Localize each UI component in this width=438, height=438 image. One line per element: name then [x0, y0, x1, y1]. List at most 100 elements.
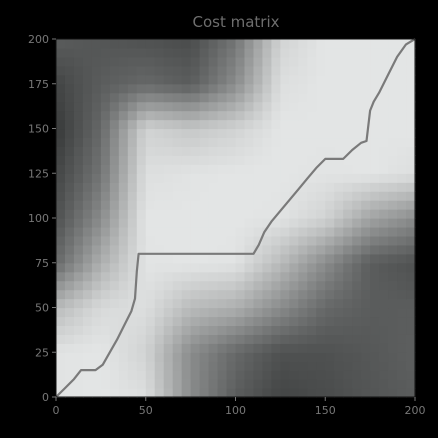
- heatmap-cell: [163, 110, 174, 121]
- heatmap-cell: [397, 244, 407, 255]
- heatmap-cell: [388, 271, 398, 282]
- heatmap-cell: [289, 110, 299, 121]
- heatmap-cell: [325, 218, 335, 228]
- heatmap-cell: [127, 388, 138, 398]
- heatmap-cell: [190, 74, 201, 85]
- heatmap-cell: [136, 298, 147, 309]
- heatmap-cell: [379, 128, 389, 139]
- heatmap-cell: [163, 128, 174, 139]
- heatmap-cell: [352, 65, 362, 76]
- heatmap-cell: [406, 235, 416, 246]
- heatmap-cell: [91, 83, 102, 94]
- heatmap-cell: [64, 262, 75, 273]
- heatmap-cell: [172, 298, 183, 309]
- heatmap-cell: [334, 325, 344, 335]
- heatmap-cell: [307, 298, 317, 309]
- heatmap-cell: [388, 307, 398, 318]
- heatmap-cell: [199, 65, 210, 76]
- heatmap-cell: [199, 280, 210, 291]
- heatmap-cell: [163, 370, 174, 380]
- heatmap-cell: [325, 128, 335, 139]
- heatmap-cell: [127, 262, 138, 273]
- heatmap-cell: [253, 262, 264, 273]
- heatmap-cell: [406, 110, 416, 121]
- heatmap-cell: [91, 388, 102, 398]
- heatmap-cell: [298, 370, 308, 380]
- heatmap-cell: [136, 334, 147, 344]
- heatmap-cell: [208, 110, 219, 121]
- heatmap-cell: [118, 316, 129, 326]
- heatmap-cell: [199, 191, 210, 201]
- heatmap-cell: [280, 173, 290, 183]
- heatmap-cell: [217, 298, 228, 309]
- heatmap-cell: [82, 173, 93, 183]
- heatmap-cell: [136, 370, 147, 380]
- heatmap-cell: [361, 146, 371, 156]
- heatmap-cell: [145, 280, 156, 291]
- heatmap-cell: [262, 110, 272, 121]
- heatmap-cell: [208, 47, 219, 58]
- heatmap-cell: [370, 271, 380, 282]
- heatmap-cell: [56, 39, 66, 49]
- heatmap-cell: [91, 146, 102, 156]
- heatmap-cell: [262, 137, 272, 147]
- heatmap-cell: [352, 307, 362, 318]
- heatmap-cell: [244, 289, 255, 300]
- heatmap-cell: [379, 316, 389, 326]
- heatmap-cell: [406, 182, 416, 192]
- heatmap-cell: [190, 65, 201, 76]
- heatmap-cell: [208, 74, 219, 85]
- heatmap-cell: [271, 334, 281, 344]
- heatmap-cell: [208, 191, 219, 201]
- heatmap-cell: [316, 155, 326, 165]
- heatmap-cell: [406, 325, 416, 335]
- heatmap-cell: [235, 137, 246, 147]
- heatmap-cell: [316, 74, 326, 85]
- heatmap-cell: [379, 379, 389, 389]
- heatmap-cell: [145, 56, 156, 67]
- heatmap-cell: [334, 262, 344, 273]
- heatmap-cell: [307, 209, 317, 219]
- heatmap-cell: [253, 271, 264, 282]
- heatmap-cell: [271, 164, 281, 174]
- heatmap-cell: [172, 200, 183, 210]
- heatmap-cell: [343, 47, 353, 58]
- heatmap-cell: [397, 101, 407, 112]
- heatmap-cell: [217, 146, 228, 156]
- heatmap-cell: [370, 146, 380, 156]
- heatmap-cell: [163, 352, 174, 362]
- heatmap-cell: [82, 244, 93, 255]
- heatmap-cell: [406, 200, 416, 210]
- heatmap-cell: [388, 253, 398, 264]
- heatmap-cell: [56, 253, 66, 264]
- heatmap-cell: [298, 352, 308, 362]
- heatmap-cell: [163, 173, 174, 183]
- heatmap-cell: [244, 253, 255, 264]
- heatmap-cell: [208, 298, 219, 309]
- heatmap-cell: [361, 182, 371, 192]
- heatmap-cell: [82, 101, 93, 112]
- heatmap-cell: [388, 209, 398, 219]
- heatmap-cell: [298, 128, 308, 139]
- heatmap-cell: [217, 110, 228, 121]
- heatmap-cell: [379, 226, 389, 237]
- heatmap-cell: [154, 316, 165, 326]
- heatmap-cell: [199, 325, 210, 335]
- heatmap-cell: [226, 92, 237, 103]
- heatmap-cell: [271, 119, 281, 130]
- heatmap-cell: [109, 262, 120, 273]
- heatmap-cell: [325, 182, 335, 192]
- heatmap-cell: [154, 388, 165, 398]
- heatmap-cell: [100, 119, 111, 130]
- heatmap-cell: [271, 235, 281, 246]
- heatmap-cell: [280, 226, 290, 237]
- heatmap-cell: [235, 47, 246, 58]
- heatmap-cell: [280, 119, 290, 130]
- heatmap-cell: [253, 191, 264, 201]
- heatmap-cell: [262, 262, 272, 273]
- heatmap-cell: [352, 379, 362, 389]
- heatmap-cell: [91, 128, 102, 139]
- heatmap-cell: [316, 262, 326, 273]
- heatmap-cell: [190, 39, 201, 49]
- heatmap-cell: [56, 83, 66, 94]
